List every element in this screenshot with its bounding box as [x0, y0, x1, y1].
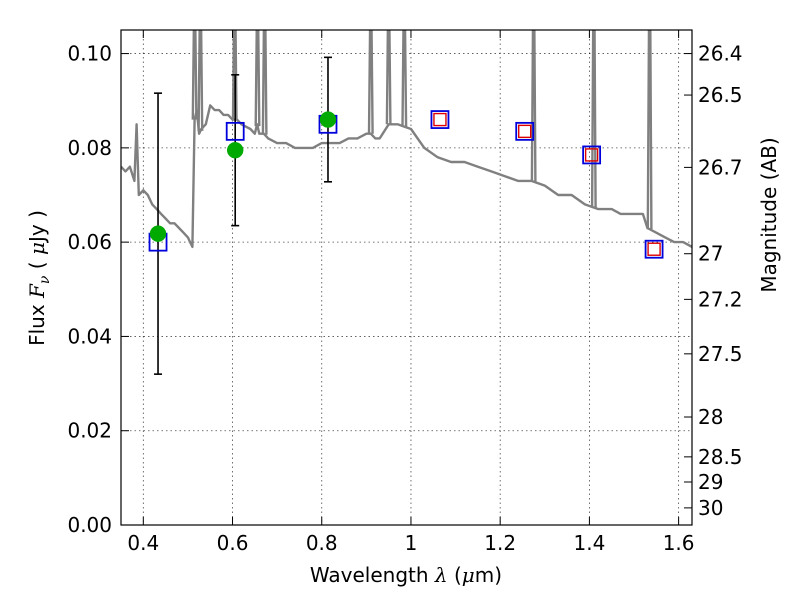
- emission-line: [261, 30, 268, 135]
- magnitude-axis-title: Magnitude (AB): [757, 137, 781, 292]
- nir-model-square: [433, 112, 447, 127]
- magnitude-tick-label: 28.5: [698, 445, 743, 469]
- emission-line: [191, 30, 198, 120]
- y-tick-label: 0.02: [67, 419, 112, 443]
- magnitude-tick-label: 30: [698, 496, 723, 520]
- observed-photometry-point: [149, 225, 167, 242]
- magnitude-tick-label: 27: [698, 242, 723, 266]
- model-photometry-square: [644, 239, 664, 259]
- model-photometry-square: [515, 121, 535, 141]
- nir-model-square: [647, 242, 661, 256]
- plot-series: [121, 30, 692, 249]
- magnitude-tick-label: 26.5: [698, 83, 743, 107]
- emission-line: [401, 30, 408, 127]
- data-points: [148, 56, 664, 375]
- x-tick-label: 0.4: [127, 531, 159, 555]
- y-tick-label: 0.00: [67, 513, 112, 537]
- plot-frame: [120, 29, 693, 526]
- y-tick-label: 0.06: [67, 230, 112, 254]
- y-tick-label: 0.10: [67, 42, 112, 66]
- emission-line: [254, 30, 261, 127]
- magnitude-tick-label: 28: [698, 405, 723, 429]
- nir-model-square: [584, 148, 599, 162]
- magnitude-tick-label: 29: [698, 470, 723, 494]
- x-tick-label: 1.2: [484, 531, 516, 555]
- emission-line: [197, 30, 204, 131]
- emission-lines: [191, 30, 653, 230]
- x-tick-label: 0.6: [217, 531, 249, 555]
- x-tick-label: 0.8: [306, 531, 338, 555]
- x-tick-label: 1.6: [663, 531, 695, 555]
- emission-line: [530, 30, 537, 182]
- model-photometry-square: [430, 110, 450, 129]
- x-tick-label: 1: [405, 531, 418, 555]
- observed-photometry-point: [319, 111, 337, 128]
- model-photometry-square: [225, 121, 245, 141]
- y-tick-label: 0.04: [67, 324, 112, 348]
- emission-line: [385, 30, 392, 125]
- nir-model-square: [518, 124, 532, 139]
- emission-line: [367, 30, 374, 134]
- model-photometry-square: [582, 145, 602, 165]
- observed-photometry-point: [226, 141, 244, 159]
- axis-ticks: 0.4 0.6 0.8 1 1.2 1.4 1.6 0.00 0.02 0.04 0.06 0.08 0…: [67, 30, 743, 555]
- magnitude-tick-label: 27.2: [698, 287, 743, 311]
- magnitude-tick-label: 27.5: [698, 342, 743, 366]
- template-spectrum-line: [121, 104, 692, 249]
- y-tick-label: 0.08: [67, 136, 112, 160]
- x-axis-title: Wavelength λ (μm): [310, 563, 502, 587]
- magnitude-tick-label: 26.4: [698, 42, 743, 66]
- emission-line: [231, 30, 238, 120]
- y-axis-title: Flux Fν ( μJy ): [25, 210, 53, 346]
- magnitude-tick-label: 26.7: [698, 155, 743, 179]
- emission-line: [590, 30, 597, 208]
- emission-line: [646, 30, 653, 230]
- x-tick-label: 1.4: [573, 531, 605, 555]
